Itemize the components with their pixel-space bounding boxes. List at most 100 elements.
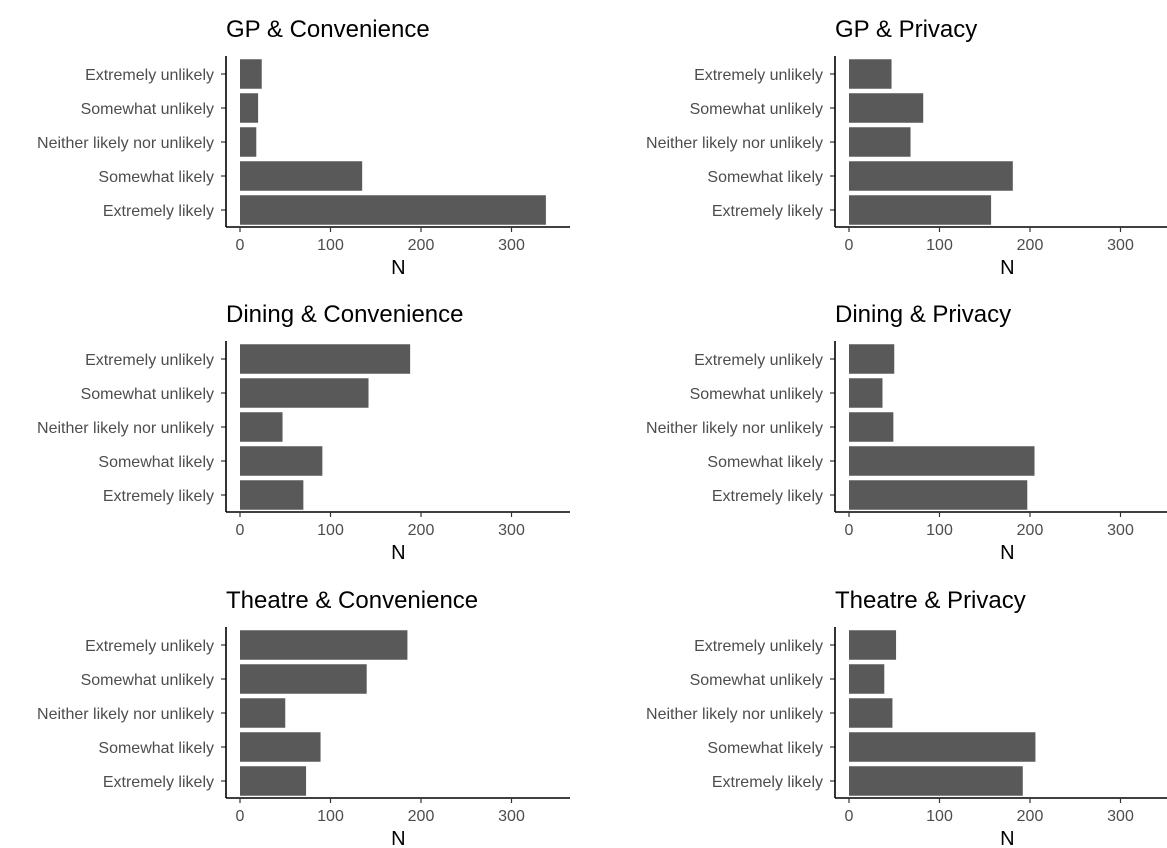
bar [849,412,894,442]
bar [849,732,1036,762]
chart-panel: Dining & Convenience Extremely unlikely So… [37,301,570,564]
category-label: Extremely likely [712,488,823,505]
x-tick-label: 0 [845,237,854,254]
bar [240,766,307,796]
bar [240,412,283,442]
category-label: Somewhat unlikely [81,101,214,118]
category-label: Somewhat likely [707,740,823,757]
bar [240,93,259,123]
x-tick-label: 100 [317,808,344,825]
category-label: Extremely likely [103,203,214,220]
bar [849,630,897,660]
bar [849,161,1013,191]
category-label: Somewhat likely [98,454,214,471]
x-axis-title: N [391,542,405,564]
x-tick-label: 300 [1107,237,1134,254]
category-label: Extremely likely [103,488,214,505]
category-label: Extremely unlikely [85,67,214,84]
chart-panel: Dining & Privacy Extremely unlikely Somewh… [646,301,1167,564]
category-label: Somewhat likely [98,169,214,186]
category-label: Extremely likely [103,774,214,791]
bar [849,127,911,157]
bar [240,446,323,476]
x-tick-label: 0 [845,522,854,539]
x-tick-label: 0 [236,522,245,539]
category-label: Neither likely nor unlikely [37,420,214,437]
x-axis-title: N [391,257,405,279]
x-tick-label: 200 [408,808,435,825]
category-label: Neither likely nor unlikely [646,420,823,437]
category-label: Extremely unlikely [85,638,214,655]
bar [849,59,892,89]
x-axis-title: N [1000,257,1014,279]
bar [240,59,262,89]
category-label: Somewhat likely [98,740,214,757]
x-tick-label: 200 [1017,237,1044,254]
bar [240,378,369,408]
category-label: Extremely unlikely [694,352,823,369]
category-label: Somewhat unlikely [690,386,823,403]
x-tick-label: 100 [926,237,953,254]
category-label: Somewhat likely [707,454,823,471]
x-tick-label: 200 [408,522,435,539]
category-label: Extremely likely [712,774,823,791]
category-label: Extremely unlikely [694,67,823,84]
x-tick-label: 300 [498,237,525,254]
x-tick-label: 200 [1017,808,1044,825]
bar [849,766,1023,796]
x-tick-label: 300 [498,808,525,825]
category-label: Neither likely nor unlikely [646,706,823,723]
chart-panel: Theatre & Privacy Extremely unlikely Somew… [646,587,1167,848]
panel-title: GP & Convenience [226,16,430,43]
bar [240,127,257,157]
category-label: Neither likely nor unlikely [37,135,214,152]
panel-title: Dining & Convenience [226,301,463,328]
category-label: Somewhat unlikely [81,386,214,403]
category-label: Somewhat unlikely [690,672,823,689]
panel-title: Theatre & Privacy [835,587,1026,614]
bar [849,195,992,225]
chart-panel: GP & Convenience Extremely unlikely Somewh… [37,16,570,279]
panel-title: GP & Privacy [835,16,977,43]
x-tick-label: 0 [236,237,245,254]
x-tick-label: 0 [845,808,854,825]
category-label: Neither likely nor unlikely [37,706,214,723]
category-label: Extremely unlikely [85,352,214,369]
bar [849,664,885,694]
x-axis-title: N [391,828,405,848]
bar [240,161,363,191]
bar [240,664,367,694]
bar [240,344,411,374]
category-label: Extremely likely [712,203,823,220]
x-tick-label: 100 [317,237,344,254]
bar [240,630,408,660]
x-tick-label: 200 [408,237,435,254]
bar [240,732,321,762]
bar [240,195,546,225]
category-label: Somewhat unlikely [81,672,214,689]
bar [849,93,924,123]
category-label: Neither likely nor unlikely [646,135,823,152]
x-tick-label: 300 [498,522,525,539]
bar [240,698,286,728]
panel-title: Dining & Privacy [835,301,1011,328]
bar [849,446,1035,476]
x-tick-label: 0 [236,808,245,825]
bar [849,698,893,728]
bar [849,344,895,374]
x-axis-title: N [1000,542,1014,564]
x-tick-label: 100 [926,808,953,825]
chart-panel: GP & Privacy Extremely unlikely Somewhat u… [646,16,1167,279]
chart-panel: Theatre & Convenience Extremely unlikely S… [37,587,570,848]
panel-title: Theatre & Convenience [226,587,478,614]
bar [240,480,304,510]
x-tick-label: 100 [317,522,344,539]
x-tick-label: 100 [926,522,953,539]
x-tick-label: 300 [1107,808,1134,825]
category-label: Somewhat unlikely [690,101,823,118]
x-tick-label: 300 [1107,522,1134,539]
category-label: Somewhat likely [707,169,823,186]
x-tick-label: 200 [1017,522,1044,539]
bar [849,480,1028,510]
